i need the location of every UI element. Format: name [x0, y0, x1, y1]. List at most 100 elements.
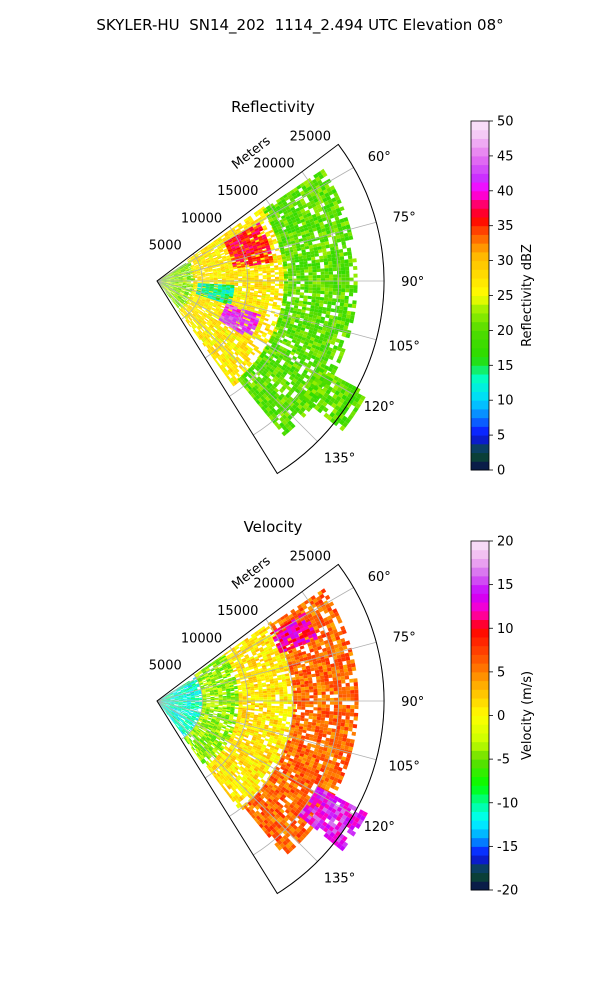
- echo-cell: [261, 266, 267, 270]
- echo-cell: [309, 250, 315, 255]
- echo-cell: [265, 359, 271, 364]
- echo-cell: [301, 336, 307, 342]
- echo-cell: [206, 263, 212, 266]
- echo-cell: [197, 319, 202, 324]
- echo-cell: [253, 332, 258, 336]
- echo-cell: [263, 408, 269, 415]
- echo-cell: [240, 351, 245, 356]
- echo-cell: [211, 298, 216, 301]
- echo-cell: [206, 262, 211, 265]
- echo-cell: [315, 212, 321, 217]
- echo-cell: [206, 260, 211, 264]
- echo-cell: [186, 285, 191, 287]
- echo-cell: [289, 235, 294, 240]
- echo-cell: [322, 189, 328, 195]
- echo-cell: [169, 287, 173, 290]
- echo-cell: [226, 256, 231, 260]
- echo-cell: [239, 376, 244, 381]
- echo-cell: [244, 358, 250, 363]
- echo-cell: [317, 207, 323, 213]
- echo-cell: [336, 199, 342, 205]
- echo-cell: [191, 290, 196, 293]
- echo-cell: [182, 275, 187, 277]
- echo-cell: [272, 363, 278, 369]
- echo-cell: [328, 271, 333, 275]
- echo-cell: [324, 241, 330, 246]
- echo-cell: [241, 349, 246, 354]
- echo-cell: [343, 390, 350, 397]
- echo-cell: [337, 277, 342, 282]
- echo-cell: [283, 291, 288, 294]
- colorbar-band: [471, 295, 489, 305]
- echo-cell: [329, 363, 335, 369]
- echo-cell: [197, 274, 202, 276]
- echo-cell: [283, 401, 289, 407]
- echo-cell: [233, 287, 238, 290]
- echo-cell: [298, 255, 303, 260]
- echo-cell: [246, 251, 251, 254]
- echo-cell: [336, 291, 341, 296]
- echo-cell: [229, 356, 235, 361]
- echo-cell: [248, 367, 253, 373]
- echo-cell: [285, 351, 290, 357]
- echo-cell: [164, 286, 168, 290]
- echo-cell: [173, 272, 178, 275]
- echo-cell: [266, 344, 271, 349]
- echo-cell: [290, 206, 296, 212]
- echo-cell: [282, 347, 288, 352]
- echo-cell: [161, 284, 165, 288]
- echo-cell: [242, 286, 247, 289]
- echo-cell: [247, 302, 252, 306]
- echo-cell: [250, 275, 255, 278]
- echo-cell: [216, 305, 221, 309]
- echo-cell: [213, 258, 219, 261]
- echo-cell: [205, 273, 210, 275]
- echo-cell: [238, 253, 243, 257]
- echo-cell: [287, 425, 293, 432]
- echo-cell: [251, 324, 257, 329]
- echo-cell: [281, 408, 287, 415]
- echo-cell: [180, 298, 185, 302]
- echo-cell: [186, 275, 191, 277]
- echo-cell: [190, 266, 195, 269]
- echo-cell: [267, 216, 273, 221]
- echo-cell: [225, 291, 230, 294]
- echo-cell: [249, 219, 254, 224]
- echo-cell: [260, 299, 266, 303]
- echo-cell: [211, 262, 216, 266]
- echo-cell: [289, 332, 295, 337]
- echo-cell: [242, 335, 247, 339]
- echo-cell: [236, 372, 241, 378]
- echo-cell: [182, 278, 187, 280]
- echo-cell: [168, 294, 172, 298]
- echo-cell: [340, 388, 346, 395]
- echo-cell: [328, 291, 333, 295]
- echo-cell: [333, 227, 339, 233]
- echo-cell: [268, 218, 274, 223]
- echo-cell: [237, 307, 243, 310]
- echo-cell: [256, 243, 261, 247]
- echo-cell: [281, 403, 287, 409]
- echo-cell: [292, 202, 298, 207]
- echo-cell: [225, 277, 230, 279]
- echo-cell: [275, 335, 281, 339]
- echo-cell: [332, 365, 339, 371]
- echo-cell: [211, 307, 216, 311]
- echo-cell: [354, 397, 360, 403]
- echo-cell: [231, 247, 236, 251]
- echo-cell: [236, 298, 241, 301]
- echo-cell: [230, 284, 235, 287]
- echo-cell: [253, 294, 258, 297]
- echo-cell: [191, 267, 196, 270]
- echo-cell: [225, 354, 230, 359]
- echo-cell: [190, 288, 195, 290]
- echo-cell: [312, 227, 318, 232]
- echo-cell: [246, 284, 251, 287]
- echo-cell: [174, 276, 179, 278]
- echo-cell: [270, 385, 276, 390]
- echo-cell: [248, 300, 253, 304]
- echo-cell: [300, 349, 306, 355]
- echo-cell: [276, 424, 282, 430]
- echo-cell: [315, 176, 321, 182]
- echo-cell: [226, 244, 231, 248]
